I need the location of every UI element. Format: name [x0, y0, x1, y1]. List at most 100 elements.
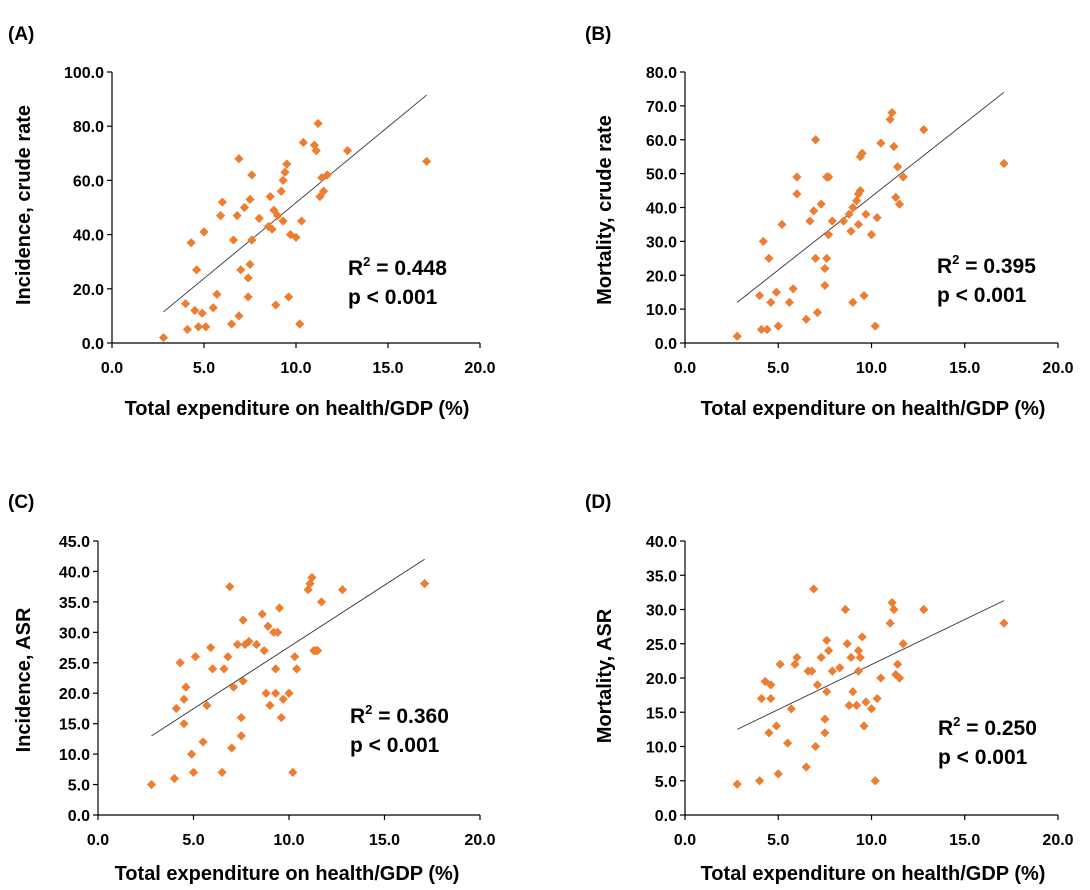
- p-value-label: p < 0.001: [348, 286, 438, 309]
- data-point: [208, 664, 218, 674]
- data-point: [853, 666, 864, 676]
- data-point: [764, 728, 774, 738]
- x-tick-label: 0.0: [87, 832, 109, 849]
- x-axis-title: Total expenditure on health/GDP (%): [125, 398, 470, 420]
- x-tick-label: 10.0: [856, 360, 887, 377]
- data-point: [228, 235, 239, 245]
- data-point: [766, 680, 776, 690]
- data-point: [251, 639, 262, 650]
- data-point: [844, 209, 854, 219]
- r-squared-label: R2 = 0.250: [938, 714, 1037, 740]
- data-point: [855, 185, 865, 196]
- data-point: [263, 221, 273, 232]
- data-point: [236, 265, 246, 275]
- data-point: [810, 135, 821, 145]
- data-point: [857, 632, 867, 642]
- data-point: [790, 659, 800, 669]
- data-point: [999, 618, 1009, 628]
- data-point: [158, 332, 169, 343]
- data-point: [188, 767, 199, 777]
- data-point: [812, 680, 823, 690]
- data-point: [801, 762, 811, 772]
- data-point: [146, 779, 157, 790]
- p-value-label: p < 0.001: [938, 746, 1028, 769]
- y-tick-label: 20.0: [646, 671, 677, 688]
- data-point: [206, 642, 216, 653]
- y-tick-label: 15.0: [59, 717, 90, 734]
- data-point: [272, 627, 283, 637]
- panel-label: (A): [8, 24, 34, 45]
- data-point: [247, 170, 257, 180]
- data-point: [824, 230, 834, 240]
- data-point: [276, 186, 286, 196]
- data-point: [190, 305, 200, 316]
- data-point: [732, 331, 742, 341]
- data-point: [247, 235, 257, 245]
- data-point: [232, 639, 243, 650]
- data-point: [816, 652, 826, 663]
- data-point: [227, 319, 237, 329]
- data-point: [199, 227, 209, 237]
- y-tick-label: 0.0: [68, 808, 90, 825]
- data-point: [254, 213, 264, 223]
- panel-c: (C) Incidence, ASR Total expenditure on …: [8, 492, 496, 885]
- r-squared-label: R2 = 0.448: [348, 254, 447, 280]
- y-tick-label: 0.0: [655, 808, 677, 825]
- data-point: [876, 138, 886, 148]
- data-point: [236, 712, 246, 723]
- x-tick-label: 15.0: [949, 360, 980, 377]
- data-point: [284, 688, 294, 698]
- data-point: [771, 721, 781, 731]
- data-point: [257, 609, 267, 619]
- data-point: [217, 767, 227, 777]
- x-tick-label: 10.0: [273, 832, 304, 849]
- y-tick-label: 35.0: [646, 568, 677, 585]
- data-point: [307, 572, 317, 583]
- y-tick-label: 10.0: [646, 302, 677, 319]
- x-tick-label: 20.0: [1042, 832, 1073, 849]
- data-point: [792, 652, 802, 663]
- y-tick-label: 60.0: [646, 133, 677, 150]
- data-point: [756, 324, 767, 335]
- y-tick-label: 10.0: [646, 740, 677, 757]
- data-point: [756, 693, 767, 704]
- data-point: [999, 158, 1009, 169]
- data-point: [887, 598, 897, 608]
- data-point: [313, 646, 323, 656]
- data-point: [820, 728, 830, 738]
- data-point: [792, 172, 802, 182]
- data-point: [844, 700, 854, 710]
- data-point: [801, 314, 811, 324]
- data-point: [857, 148, 867, 158]
- data-point: [838, 216, 849, 226]
- data-point: [316, 597, 327, 607]
- x-tick-label: 5.0: [182, 832, 204, 849]
- y-axis-title: Mortality, ASR: [594, 608, 616, 743]
- x-tick-label: 10.0: [280, 360, 311, 377]
- data-point: [824, 646, 834, 656]
- data-point: [822, 635, 832, 645]
- data-point: [181, 299, 191, 309]
- data-point: [259, 646, 269, 656]
- data-point: [219, 664, 229, 674]
- x-tick-label: 15.0: [372, 360, 403, 377]
- data-point: [885, 618, 895, 628]
- y-tick-label: 50.0: [646, 167, 677, 184]
- data-point: [263, 621, 273, 631]
- data-point: [848, 297, 858, 307]
- data-point: [243, 273, 253, 283]
- data-point: [234, 311, 244, 321]
- data-point: [894, 673, 905, 683]
- x-tick-label: 0.0: [674, 360, 696, 377]
- data-point: [872, 693, 882, 704]
- data-point: [271, 688, 281, 698]
- data-point: [898, 639, 908, 649]
- y-tick-label: 10.0: [59, 747, 90, 764]
- y-tick-label: 0.0: [82, 336, 104, 353]
- data-point: [243, 292, 253, 302]
- data-point: [870, 321, 880, 331]
- data-point: [238, 676, 248, 686]
- y-tick-label: 25.0: [59, 656, 90, 673]
- data-point: [239, 202, 250, 213]
